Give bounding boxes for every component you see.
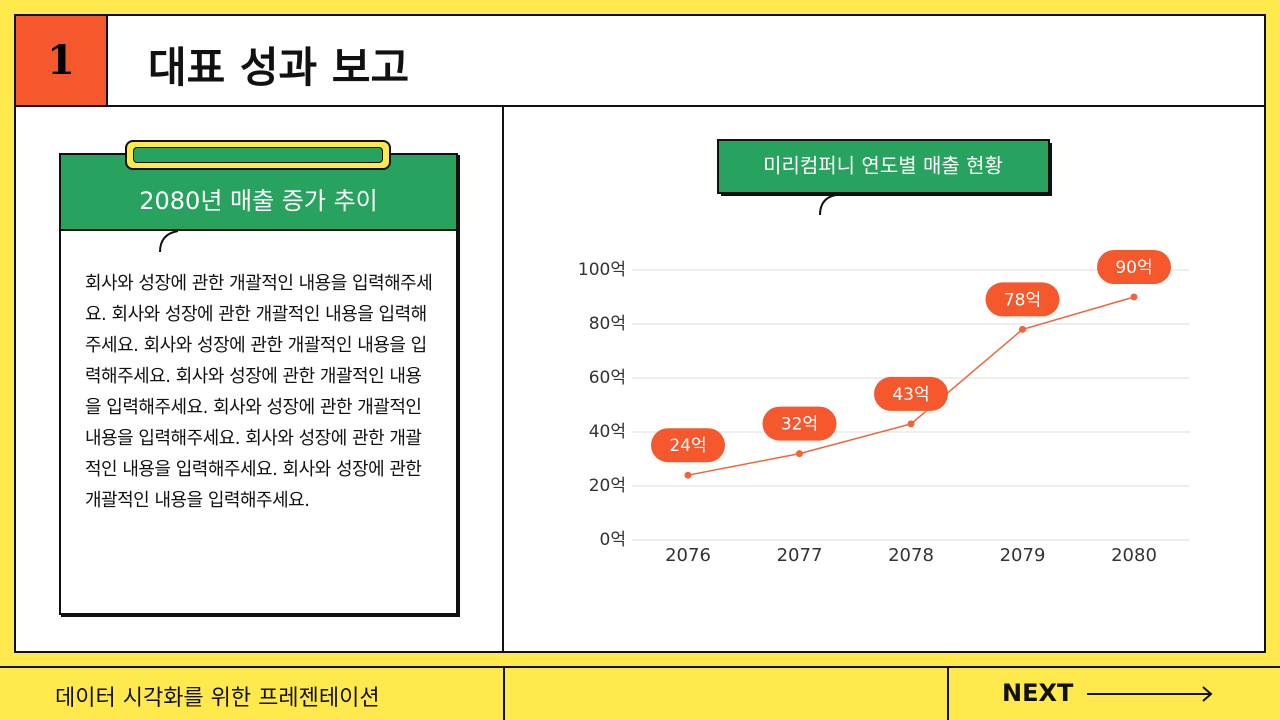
next-arrow: [1087, 686, 1213, 702]
divider: [0, 666, 1280, 668]
value-label: 78억: [1004, 290, 1041, 310]
y-tick-label: 0억: [600, 530, 626, 550]
label-pill: [985, 282, 1060, 317]
value-label: 24억: [669, 436, 706, 456]
label-pill: [651, 428, 725, 463]
x-tick-label: 2077: [777, 545, 823, 566]
y-tick-label: 60억: [589, 368, 626, 388]
value-label: 90억: [1115, 258, 1152, 278]
point: [1019, 325, 1026, 333]
label-pill: [762, 406, 837, 441]
card-body: 회사와 성장에 관한 개괄적인 내용을 입력해주세요. 회사와 성장에 관한 개…: [85, 273, 433, 511]
label-pill: [874, 376, 948, 411]
point: [907, 420, 915, 428]
footer-text: 데이터 시각화를 위한 프레젠테이션: [55, 686, 380, 711]
divider: [502, 106, 504, 653]
value-label: 43억: [892, 385, 929, 405]
next-button[interactable]: NEXT: [1002, 679, 1074, 707]
x-tick-label: 2076: [665, 545, 711, 566]
y-tick-label: 100억: [578, 260, 626, 280]
point: [796, 450, 803, 458]
y-tick-label: 20억: [589, 476, 626, 496]
x-tick-label: 2078: [888, 545, 934, 566]
divider: [14, 105, 1266, 107]
value-label: 32억: [781, 415, 818, 435]
divider: [947, 666, 949, 720]
label-pill: [1097, 250, 1171, 284]
slide-title: 대표 성과 보고: [148, 43, 410, 92]
divider: [503, 666, 505, 720]
x-tick-label: 2080: [1111, 545, 1157, 566]
point: [1130, 293, 1138, 301]
slide-number: 1: [14, 14, 108, 107]
chart-title-box: [717, 139, 1050, 194]
x-tick-label: 2079: [1000, 545, 1046, 566]
clip-inner: [133, 147, 383, 163]
point: [684, 471, 692, 479]
y-tick-label: 40억: [589, 422, 626, 442]
y-tick-label: 80억: [589, 314, 626, 334]
chart-title: 미리컴퍼니 연도별 매출 현황: [763, 154, 1003, 178]
